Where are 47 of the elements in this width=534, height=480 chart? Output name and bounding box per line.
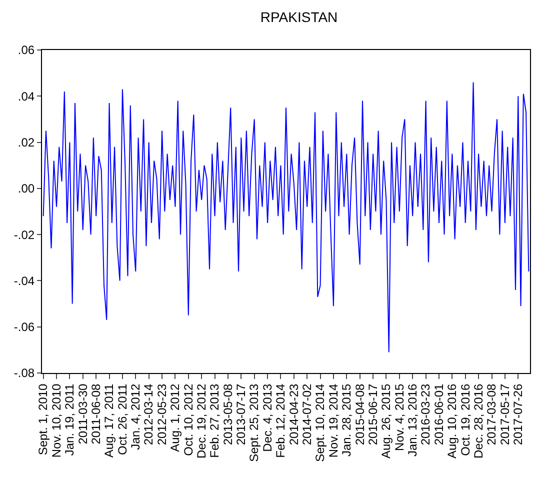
x-tick-label: 2015-06-17 <box>366 383 380 446</box>
x-tick-label: Feb. 12, 2014 <box>274 383 288 458</box>
x-tick-label: Aug. 17, 2011 <box>102 383 116 458</box>
x-tick-label: Jan. 28, 2015 <box>340 383 354 457</box>
x-tick-label: Aug. 26, 2015 <box>379 383 394 459</box>
x-tick-label: Jan. 13, 2016 <box>406 383 420 457</box>
x-tick-label: Nov. 10, 2010 <box>49 383 64 458</box>
x-tick-label: 2016-06-01 <box>432 383 446 446</box>
y-tick-label: .04 <box>18 89 35 104</box>
y-tick-label: .02 <box>18 135 35 150</box>
x-tick-label: 2016-03-23 <box>418 383 433 446</box>
y-tick-label: .06 <box>18 43 35 58</box>
x-tick-label: 2011-03-30 <box>76 383 90 444</box>
x-tick-label: Jan. 19, 2011 <box>62 383 77 456</box>
x-tick-label: Oct. 10, 2012 <box>181 383 196 456</box>
x-tick-label: Dec. 28, 2016 <box>471 383 486 459</box>
x-tick-label: 2013-05-08 <box>220 383 235 446</box>
x-tick-label: Sept. 10, 2014 <box>313 383 328 462</box>
x-tick-label: Dec. 19, 2012 <box>194 383 208 459</box>
x-tick-label: 2015-04-08 <box>352 383 367 446</box>
x-tick-label: Dec. 4, 2013 <box>260 383 274 452</box>
x-tick-label: Aug. 10, 2016 <box>445 383 460 459</box>
x-tick-label: Aug. 1, 2012 <box>168 383 182 452</box>
y-tick-label: -.08 <box>14 366 35 380</box>
x-tick-label: 2011-06-08 <box>88 383 103 444</box>
x-tick-label: Oct. 26, 2011 <box>115 383 130 455</box>
x-tick-label: 2014-07-02 <box>300 383 314 446</box>
x-tick-label: 2013-07-17 <box>234 383 248 446</box>
x-tick-label: 2017-03-08 <box>484 383 499 446</box>
x-tick-label: 2017-07-26 <box>511 383 526 446</box>
x-tick-label: 2017-05-17 <box>498 383 512 446</box>
x-tick-label: 2012-03-14 <box>142 383 156 446</box>
x-tick-label: Feb. 27, 2013 <box>208 383 222 458</box>
x-tick-label: Oct. 19, 2016 <box>458 383 472 456</box>
x-tick-label: Nov. 19, 2014 <box>326 383 340 458</box>
y-tick-label: -.02 <box>14 228 35 242</box>
y-tick-label: -.06 <box>14 320 35 334</box>
x-tick-label: 2012-05-23 <box>154 383 169 446</box>
y-tick-label: .00 <box>18 182 35 196</box>
x-tick-label: Nov. 4, 2015 <box>392 383 406 451</box>
x-tick-label: Jan. 4, 2012 <box>128 383 143 450</box>
y-tick-label: -.04 <box>14 274 35 288</box>
chart-title: RPAKISTAN <box>260 8 338 25</box>
x-tick-label: Sept. 1, 2010 <box>36 383 50 456</box>
x-tick-label: 2014-04-23 <box>286 383 301 446</box>
x-tick-label: Sept. 25, 2013 <box>247 383 262 462</box>
line-series <box>42 82 530 353</box>
